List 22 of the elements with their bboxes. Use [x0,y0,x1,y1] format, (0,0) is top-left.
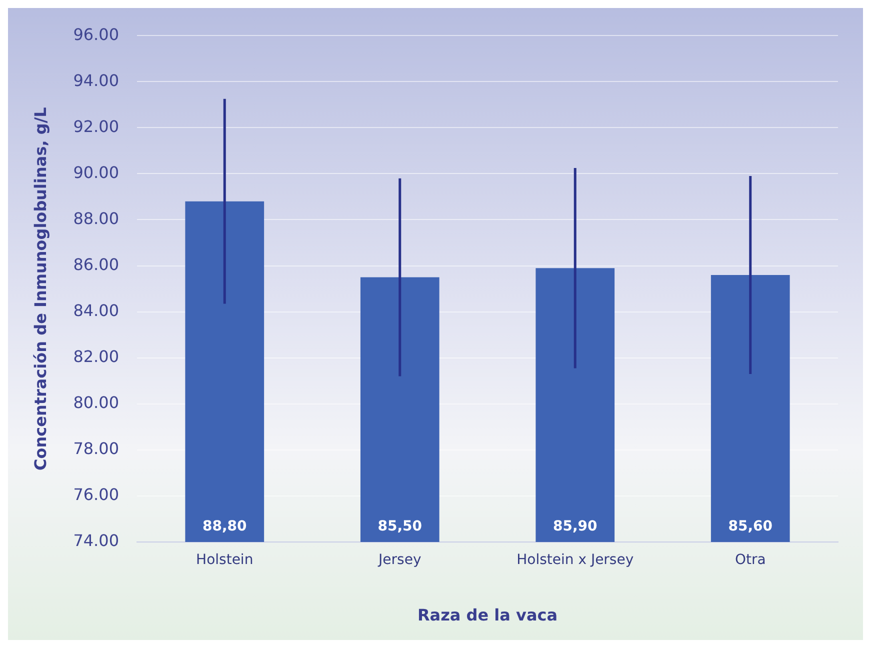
data-label: 88,80 [202,518,248,535]
y-tick-label: 82.00 [73,347,120,366]
y-tick-label: 94.00 [73,70,120,90]
y-tick-label: 86.00 [73,254,120,274]
y-axis-title: Concentración de Inmunoglobulinas, g/L [30,107,50,470]
y-tick-label: 74.00 [73,531,120,550]
data-label: 85,90 [552,518,598,535]
y-tick-label: 78.00 [73,439,120,458]
x-tick-label: Jersey [378,552,422,568]
y-tick-label: 80.00 [73,393,120,412]
x-tick-label: Holstein [196,552,254,568]
y-tick-label: 88.00 [73,208,120,228]
y-tick-label: 90.00 [73,162,120,182]
x-axis-title: Raza de la vaca [417,606,558,625]
data-label: 85,50 [378,518,422,535]
x-tick-label: Holstein x Jersey [516,552,634,568]
y-tick-label: 92.00 [73,116,120,136]
x-tick-label: Otra [734,552,766,568]
y-tick-label: 76.00 [73,485,120,504]
y-tick-label: 84.00 [73,300,120,320]
y-tick-label: 96.00 [73,24,120,44]
data-label: 85,60 [728,518,773,535]
